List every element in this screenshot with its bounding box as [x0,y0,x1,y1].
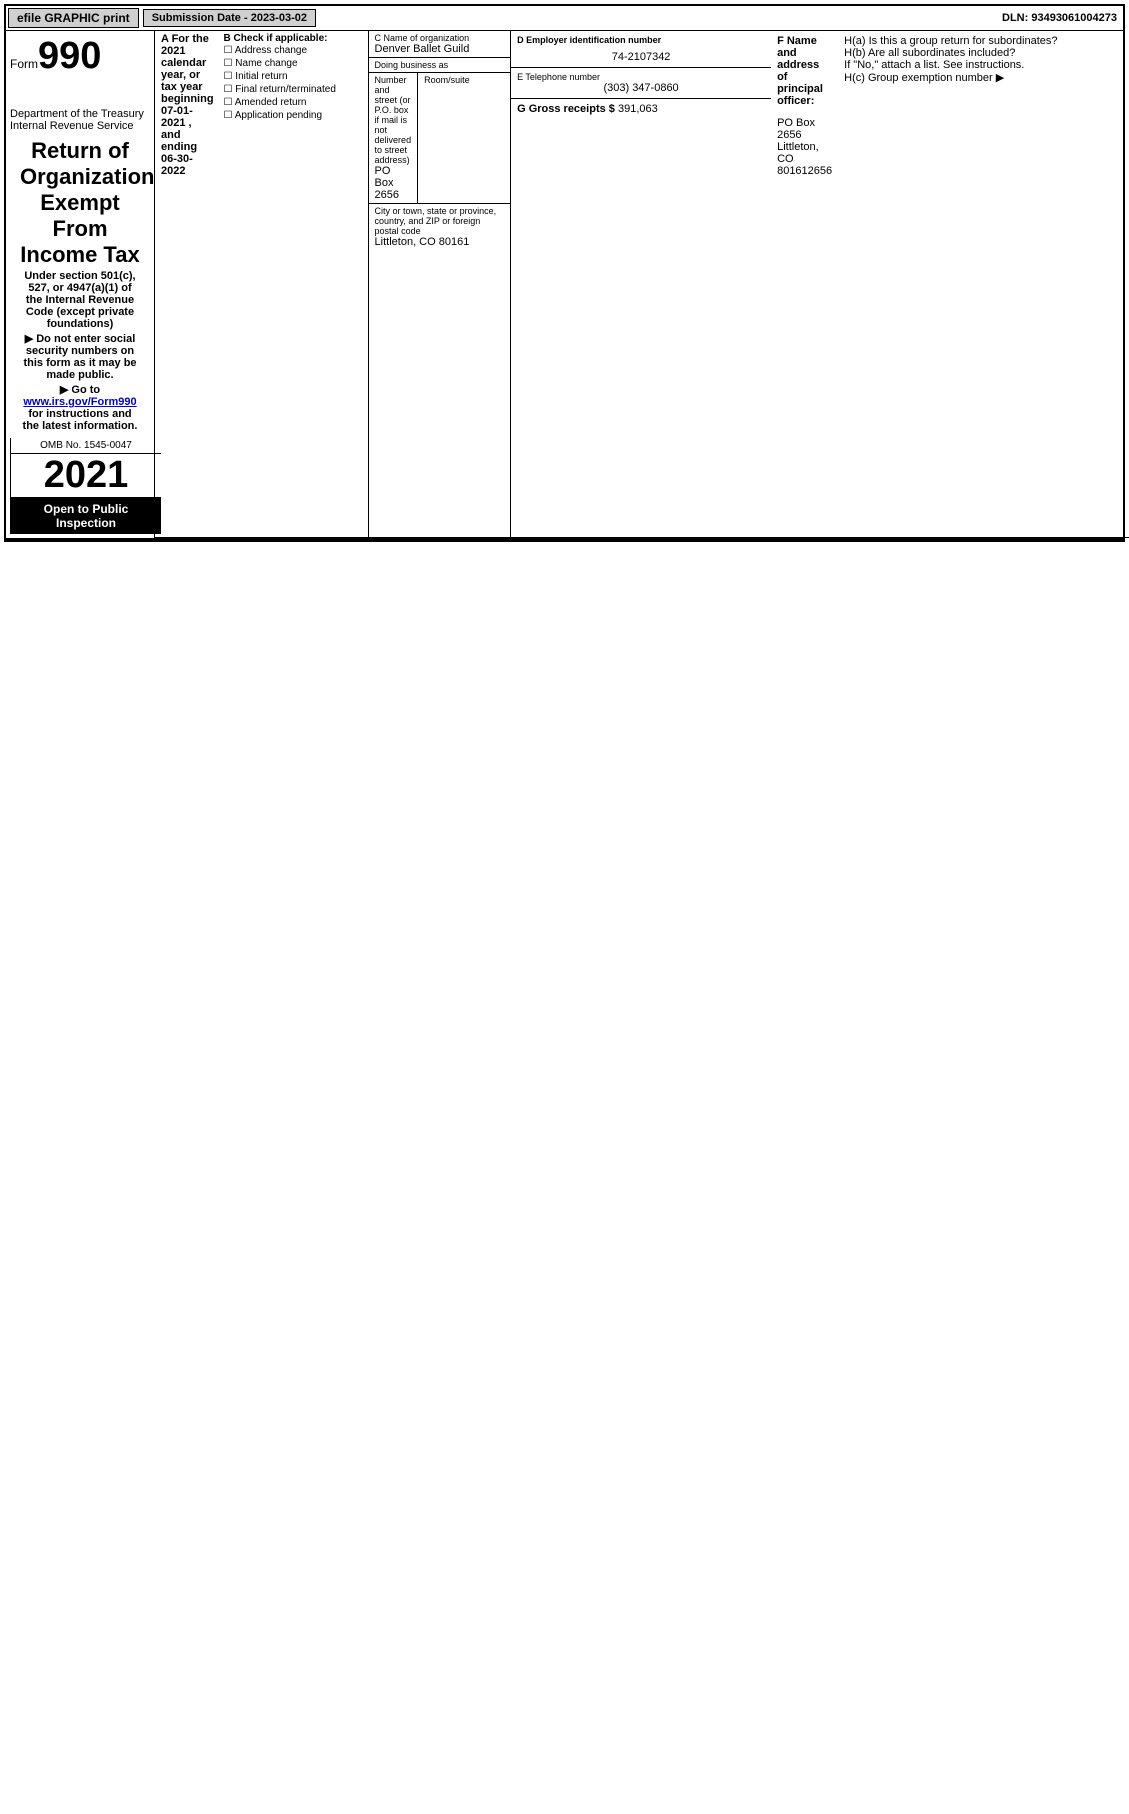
org-name-label: C Name of organization [375,33,505,43]
city-label: City or town, state or province, country… [375,206,505,236]
line-a: A For the 2021 calendar year, or tax yea… [155,31,220,538]
chk-amended[interactable]: Amended return [224,97,364,109]
form-number: 990 [38,35,101,77]
form-instruction-1: ▶ Do not enter social security numbers o… [20,332,140,381]
hc-label: H(c) Group exemption number ▶ [844,71,1129,84]
irs-label: Internal Revenue Service [10,120,150,132]
street-row: Number and street (or P.O. box if mail i… [369,73,511,204]
chk-address[interactable]: Address change [224,45,364,57]
section-b: B Check if applicable: Address change Na… [220,31,369,537]
city-value: Littleton, CO 80161 [375,236,505,248]
form-instruction-2: ▶ Go to www.irs.gov/Form990 for instruct… [20,383,140,432]
header-left: Form990 Department of the Treasury Inter… [6,31,155,538]
form-title: Return of Organization Exempt From Incom… [20,138,140,268]
dln-label: DLN: 93493061004273 [996,10,1123,26]
section-h: H(a) Is this a group return for subordin… [838,31,1129,537]
header-row: Form990 Department of the Treasury Inter… [6,31,1123,540]
dept-treasury: Department of the Treasury [10,108,150,120]
section-f-label: F Name and address of principal officer: [777,35,823,107]
row-bcd: B Check if applicable: Address change Na… [220,31,772,538]
gross-block: G Gross receipts $ 391,063 [511,99,771,119]
city-block: City or town, state or province, country… [369,204,511,250]
hb-label: H(b) Are all subordinates included? [844,47,1015,59]
section-d: D Employer identification number 74-2107… [510,31,771,537]
ha-row: H(a) Is this a group return for subordin… [844,35,1129,47]
section-b-label: B Check if applicable: [224,33,328,44]
instr2-pre: ▶ Go to [60,384,100,396]
ein-value: 74-2107342 [517,45,765,63]
form-prefix: Form [10,57,38,71]
chk-name[interactable]: Name change [224,58,364,70]
tax-year: 2021 [11,454,161,498]
ha-label: H(a) Is this a group return for subordin… [844,35,1057,47]
gross-label: G Gross receipts $ [517,103,615,115]
form-container: efile GRAPHIC print Submission Date - 20… [4,4,1125,542]
hb-note: If "No," attach a list. See instructions… [844,59,1129,71]
phone-block: E Telephone number (303) 347-0860 [511,68,771,99]
chk-application[interactable]: Application pending [224,110,364,122]
gross-value: 391,063 [618,103,658,115]
officer-addr1: PO Box 2656 [777,117,832,141]
header-right: OMB No. 1545-0047 2021 Open to Public In… [10,438,161,534]
submission-date: Submission Date - 2023-03-02 [143,9,316,27]
inspection-label: Open to Public Inspection [11,498,161,534]
street-label: Number and street (or P.O. box if mail i… [375,75,412,165]
org-name-block: C Name of organization Denver Ballet Gui… [369,31,511,58]
dba-block: Doing business as [369,58,511,73]
room-block: Room/suite [418,73,510,203]
form-subtitle: Under section 501(c), 527, or 4947(a)(1)… [20,270,140,330]
street-value: PO Box 2656 [375,165,412,201]
line-a-text: A For the 2021 calendar year, or tax yea… [161,33,214,177]
chk-initial[interactable]: Initial return [224,71,364,83]
row-fh: F Name and address of principal officer:… [771,31,1129,538]
section-f: F Name and address of principal officer:… [771,31,838,537]
irs-link[interactable]: www.irs.gov/Form990 [23,396,136,408]
ein-block: D Employer identification number 74-2107… [511,31,771,68]
efile-button[interactable]: efile GRAPHIC print [8,8,139,28]
officer-addr2: Littleton, CO 801612656 [777,141,832,177]
dba-label: Doing business as [375,60,505,70]
topbar: efile GRAPHIC print Submission Date - 20… [6,6,1123,31]
phone-value: (303) 347-0860 [517,82,765,94]
street-block: Number and street (or P.O. box if mail i… [369,73,419,203]
room-label: Room/suite [424,75,504,85]
hb-row: H(b) Are all subordinates included? Yes … [844,47,1129,59]
phone-label: E Telephone number [517,72,765,82]
org-name: Denver Ballet Guild [375,43,505,55]
chk-final[interactable]: Final return/terminated [224,84,364,96]
header-center: Return of Organization Exempt From Incom… [10,132,150,438]
instr2-post: for instructions and the latest informat… [23,408,138,432]
omb-number: OMB No. 1545-0047 [11,438,161,454]
section-c: C Name of organization Denver Ballet Gui… [369,31,511,537]
ein-label: D Employer identification number [517,35,661,45]
